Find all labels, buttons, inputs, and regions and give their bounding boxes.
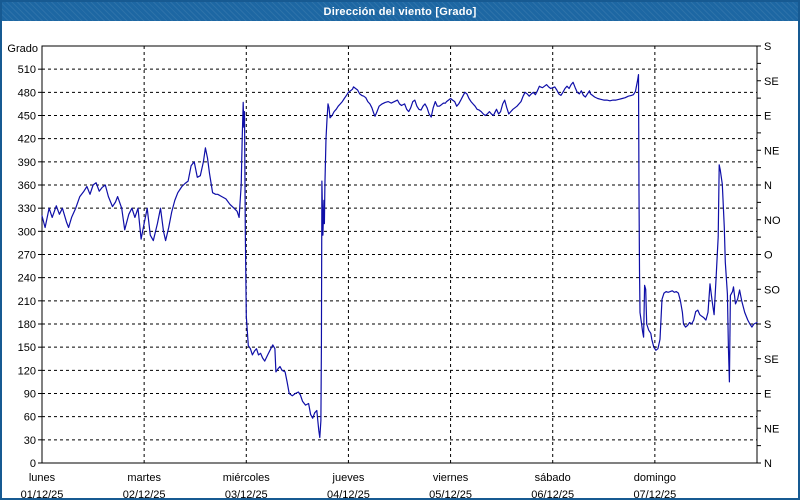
y-tick-label: 300 <box>18 226 36 238</box>
compass-tick-label: SE <box>764 354 779 366</box>
y-tick-label: 390 <box>18 157 36 169</box>
y-tick-label: 180 <box>18 319 36 331</box>
day-name-label: sábado <box>535 472 571 484</box>
y-axis-title: Grado <box>7 43 38 55</box>
day-date-label: 06/12/25 <box>531 489 574 500</box>
y-tick-label: 120 <box>18 365 36 377</box>
y-tick-label: 510 <box>18 64 36 76</box>
y-tick-label: 450 <box>18 111 36 123</box>
day-name-label: miércoles <box>223 472 271 484</box>
chart-title-bar: Dirección del viento [Grado] <box>2 2 798 21</box>
compass-tick-label: NE <box>764 423 779 435</box>
day-name-label: lunes <box>29 472 56 484</box>
day-date-label: 01/12/25 <box>21 489 64 500</box>
y-tick-label: 480 <box>18 87 36 99</box>
y-tick-label: 0 <box>30 458 36 470</box>
plot-frame <box>41 45 758 464</box>
day-name-label: martes <box>127 472 161 484</box>
compass-tick-label: S <box>764 41 771 53</box>
y-tick-label: 270 <box>18 250 36 262</box>
day-name-label: domingo <box>634 472 676 484</box>
day-date-label: 03/12/25 <box>225 489 268 500</box>
compass-tick-label: NE <box>764 145 779 157</box>
day-date-label: 07/12/25 <box>633 489 676 500</box>
compass-tick-label: SE <box>764 76 779 88</box>
y-tick-label: 420 <box>18 134 36 146</box>
y-tick-label: 150 <box>18 342 36 354</box>
compass-tick-label: NO <box>764 215 781 227</box>
day-date-label: 02/12/25 <box>123 489 166 500</box>
compass-tick-label: N <box>764 180 772 192</box>
compass-tick-label: E <box>764 389 771 401</box>
y-tick-label: 30 <box>24 435 36 447</box>
chart-title: Dirección del viento [Grado] <box>323 5 477 18</box>
y-tick-label: 240 <box>18 273 36 285</box>
wind-series-line <box>41 73 758 439</box>
compass-tick-label: SO <box>764 284 780 296</box>
y-tick-label: 60 <box>24 412 36 424</box>
y-tick-label: 360 <box>18 180 36 192</box>
compass-tick-label: S <box>764 319 771 331</box>
day-date-label: 05/12/25 <box>429 489 472 500</box>
day-date-label: 04/12/25 <box>327 489 370 500</box>
compass-tick-label: O <box>764 250 773 262</box>
compass-tick-label: N <box>764 458 772 470</box>
y-tick-label: 330 <box>18 203 36 215</box>
day-name-label: viernes <box>433 472 469 484</box>
y-tick-label: 90 <box>24 389 36 401</box>
compass-tick-label: E <box>764 111 771 123</box>
day-name-label: jueves <box>332 472 365 484</box>
y-tick-label: 210 <box>18 296 36 308</box>
